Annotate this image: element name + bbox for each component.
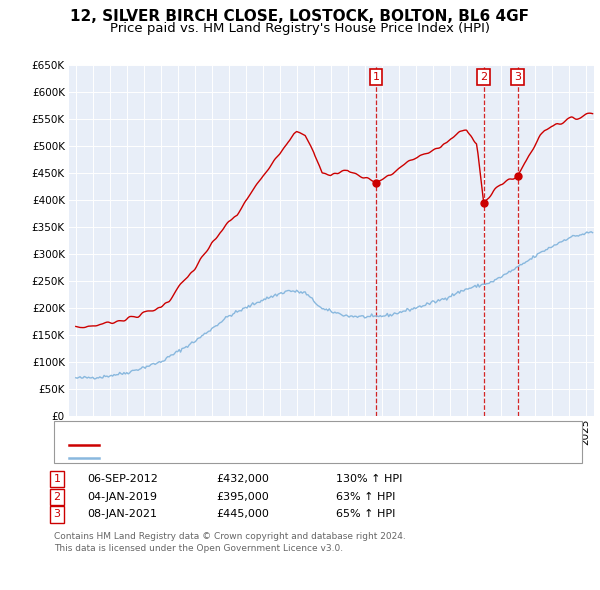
Text: This data is licensed under the Open Government Licence v3.0.: This data is licensed under the Open Gov…	[54, 544, 343, 553]
Text: Price paid vs. HM Land Registry's House Price Index (HPI): Price paid vs. HM Land Registry's House …	[110, 22, 490, 35]
Text: 2: 2	[480, 72, 487, 82]
Text: 3: 3	[53, 510, 61, 519]
Text: £395,000: £395,000	[216, 492, 269, 502]
Text: 130% ↑ HPI: 130% ↑ HPI	[336, 474, 403, 484]
Text: 06-SEP-2012: 06-SEP-2012	[87, 474, 158, 484]
Text: £432,000: £432,000	[216, 474, 269, 484]
Text: 1: 1	[373, 72, 380, 82]
Text: 12, SILVER BIRCH CLOSE, LOSTOCK, BOLTON, BL6 4GF (detached house): 12, SILVER BIRCH CLOSE, LOSTOCK, BOLTON,…	[102, 441, 478, 450]
Text: 63% ↑ HPI: 63% ↑ HPI	[336, 492, 395, 502]
Text: 65% ↑ HPI: 65% ↑ HPI	[336, 510, 395, 519]
Text: HPI: Average price, detached house, Bolton: HPI: Average price, detached house, Bolt…	[102, 453, 329, 463]
Text: 12, SILVER BIRCH CLOSE, LOSTOCK, BOLTON, BL6 4GF: 12, SILVER BIRCH CLOSE, LOSTOCK, BOLTON,…	[71, 9, 530, 24]
Text: 1: 1	[53, 474, 61, 484]
Text: 2: 2	[53, 492, 61, 502]
Text: 3: 3	[514, 72, 521, 82]
Text: Contains HM Land Registry data © Crown copyright and database right 2024.: Contains HM Land Registry data © Crown c…	[54, 532, 406, 541]
Text: 08-JAN-2021: 08-JAN-2021	[87, 510, 157, 519]
Text: £445,000: £445,000	[216, 510, 269, 519]
Text: 04-JAN-2019: 04-JAN-2019	[87, 492, 157, 502]
